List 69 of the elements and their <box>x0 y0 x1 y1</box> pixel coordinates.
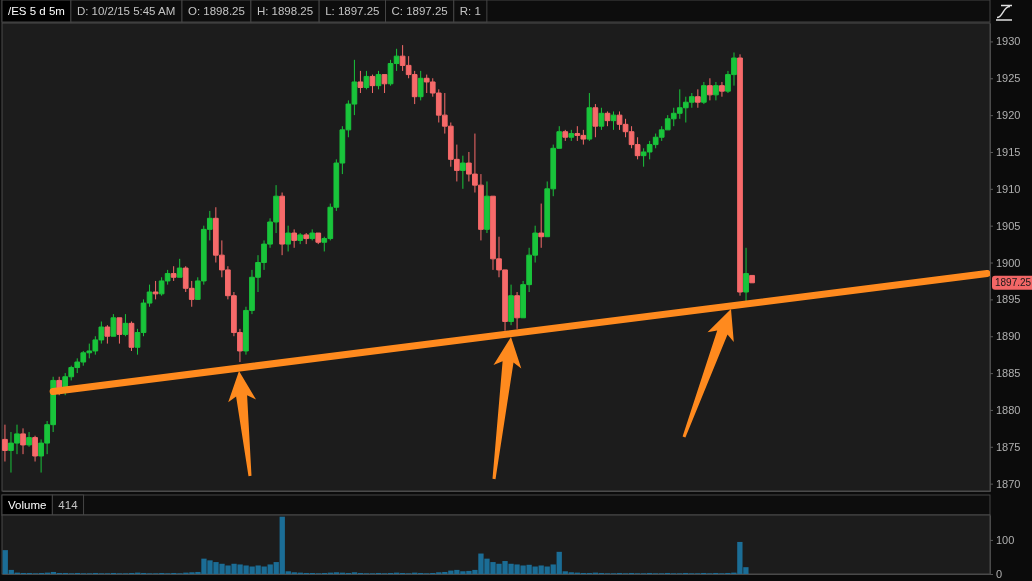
candlestick <box>152 280 159 300</box>
y-tick-label: 1875 <box>996 440 1021 453</box>
y-tick-label: 1905 <box>996 219 1021 232</box>
candlestick <box>116 317 123 345</box>
y-tick-label: 1925 <box>996 72 1021 85</box>
candlestick <box>357 70 364 94</box>
y-tick-label: 1890 <box>996 330 1021 343</box>
candlestick <box>309 228 316 241</box>
candlestick <box>297 232 304 245</box>
candlestick <box>375 70 382 90</box>
candlestick <box>279 192 285 256</box>
y-tick-label: 1885 <box>996 367 1021 380</box>
candlestick <box>743 247 749 302</box>
candlestick <box>32 435 38 463</box>
chart-title: Volume <box>8 499 47 511</box>
candlestick <box>122 313 129 337</box>
candlestick <box>104 324 111 345</box>
candlestick <box>586 92 593 142</box>
candlestick <box>381 74 388 94</box>
y-tick-label: 1895 <box>996 293 1021 306</box>
candlestick <box>719 81 725 98</box>
text: D: 10/2/15 5:45 AM <box>76 5 176 17</box>
candlestick <box>508 284 514 326</box>
candlestick <box>417 70 424 101</box>
y-tick-label: 1880 <box>996 403 1021 416</box>
candlestick <box>26 431 32 448</box>
text: C: 1897.25 <box>391 5 448 17</box>
chart-title: /ES 5 d 5m <box>8 5 65 17</box>
candlestick <box>514 291 520 330</box>
candlestick <box>176 258 183 278</box>
candlestick <box>610 110 617 131</box>
y-tick-label: 1920 <box>996 109 1021 122</box>
candlestick <box>170 265 177 282</box>
candlestick <box>538 203 545 249</box>
y-tick-label: 1910 <box>996 182 1021 195</box>
candlestick <box>592 103 599 138</box>
candlestick <box>315 232 322 245</box>
candlestick <box>568 129 575 142</box>
candlestick <box>562 129 569 142</box>
y-tick-label: 1900 <box>996 256 1021 269</box>
text: 414 <box>58 499 79 511</box>
candlestick <box>737 53 743 297</box>
candlestick <box>110 313 117 337</box>
candlestick <box>291 228 298 249</box>
y-tick-label: 0 <box>996 568 1003 581</box>
candlestick <box>598 107 605 131</box>
y-tick-label: 1870 <box>996 477 1021 490</box>
text: O: 1898.25 <box>187 5 245 17</box>
candlestick <box>604 110 611 127</box>
candlestick <box>303 232 310 245</box>
candlestick <box>701 81 707 105</box>
candlestick <box>694 88 701 109</box>
candlestick <box>128 320 135 352</box>
y-tick-label: 1930 <box>996 35 1021 48</box>
candlestick <box>749 274 755 284</box>
candlestick <box>713 81 719 101</box>
candlestick <box>707 77 713 101</box>
candlestick <box>460 155 466 190</box>
y-tick-label: 100 <box>996 533 1015 546</box>
candlestick <box>2 424 8 463</box>
y-tick-label: 1915 <box>996 146 1021 158</box>
candlestick <box>369 74 376 94</box>
candlestick <box>20 427 26 455</box>
candlestick <box>363 70 370 90</box>
text: L: 1897.25 <box>325 5 380 17</box>
text: H: 1898.25 <box>256 5 314 17</box>
candlestick <box>285 225 291 252</box>
text: R: 1 <box>459 5 481 17</box>
candlestick <box>484 180 490 234</box>
